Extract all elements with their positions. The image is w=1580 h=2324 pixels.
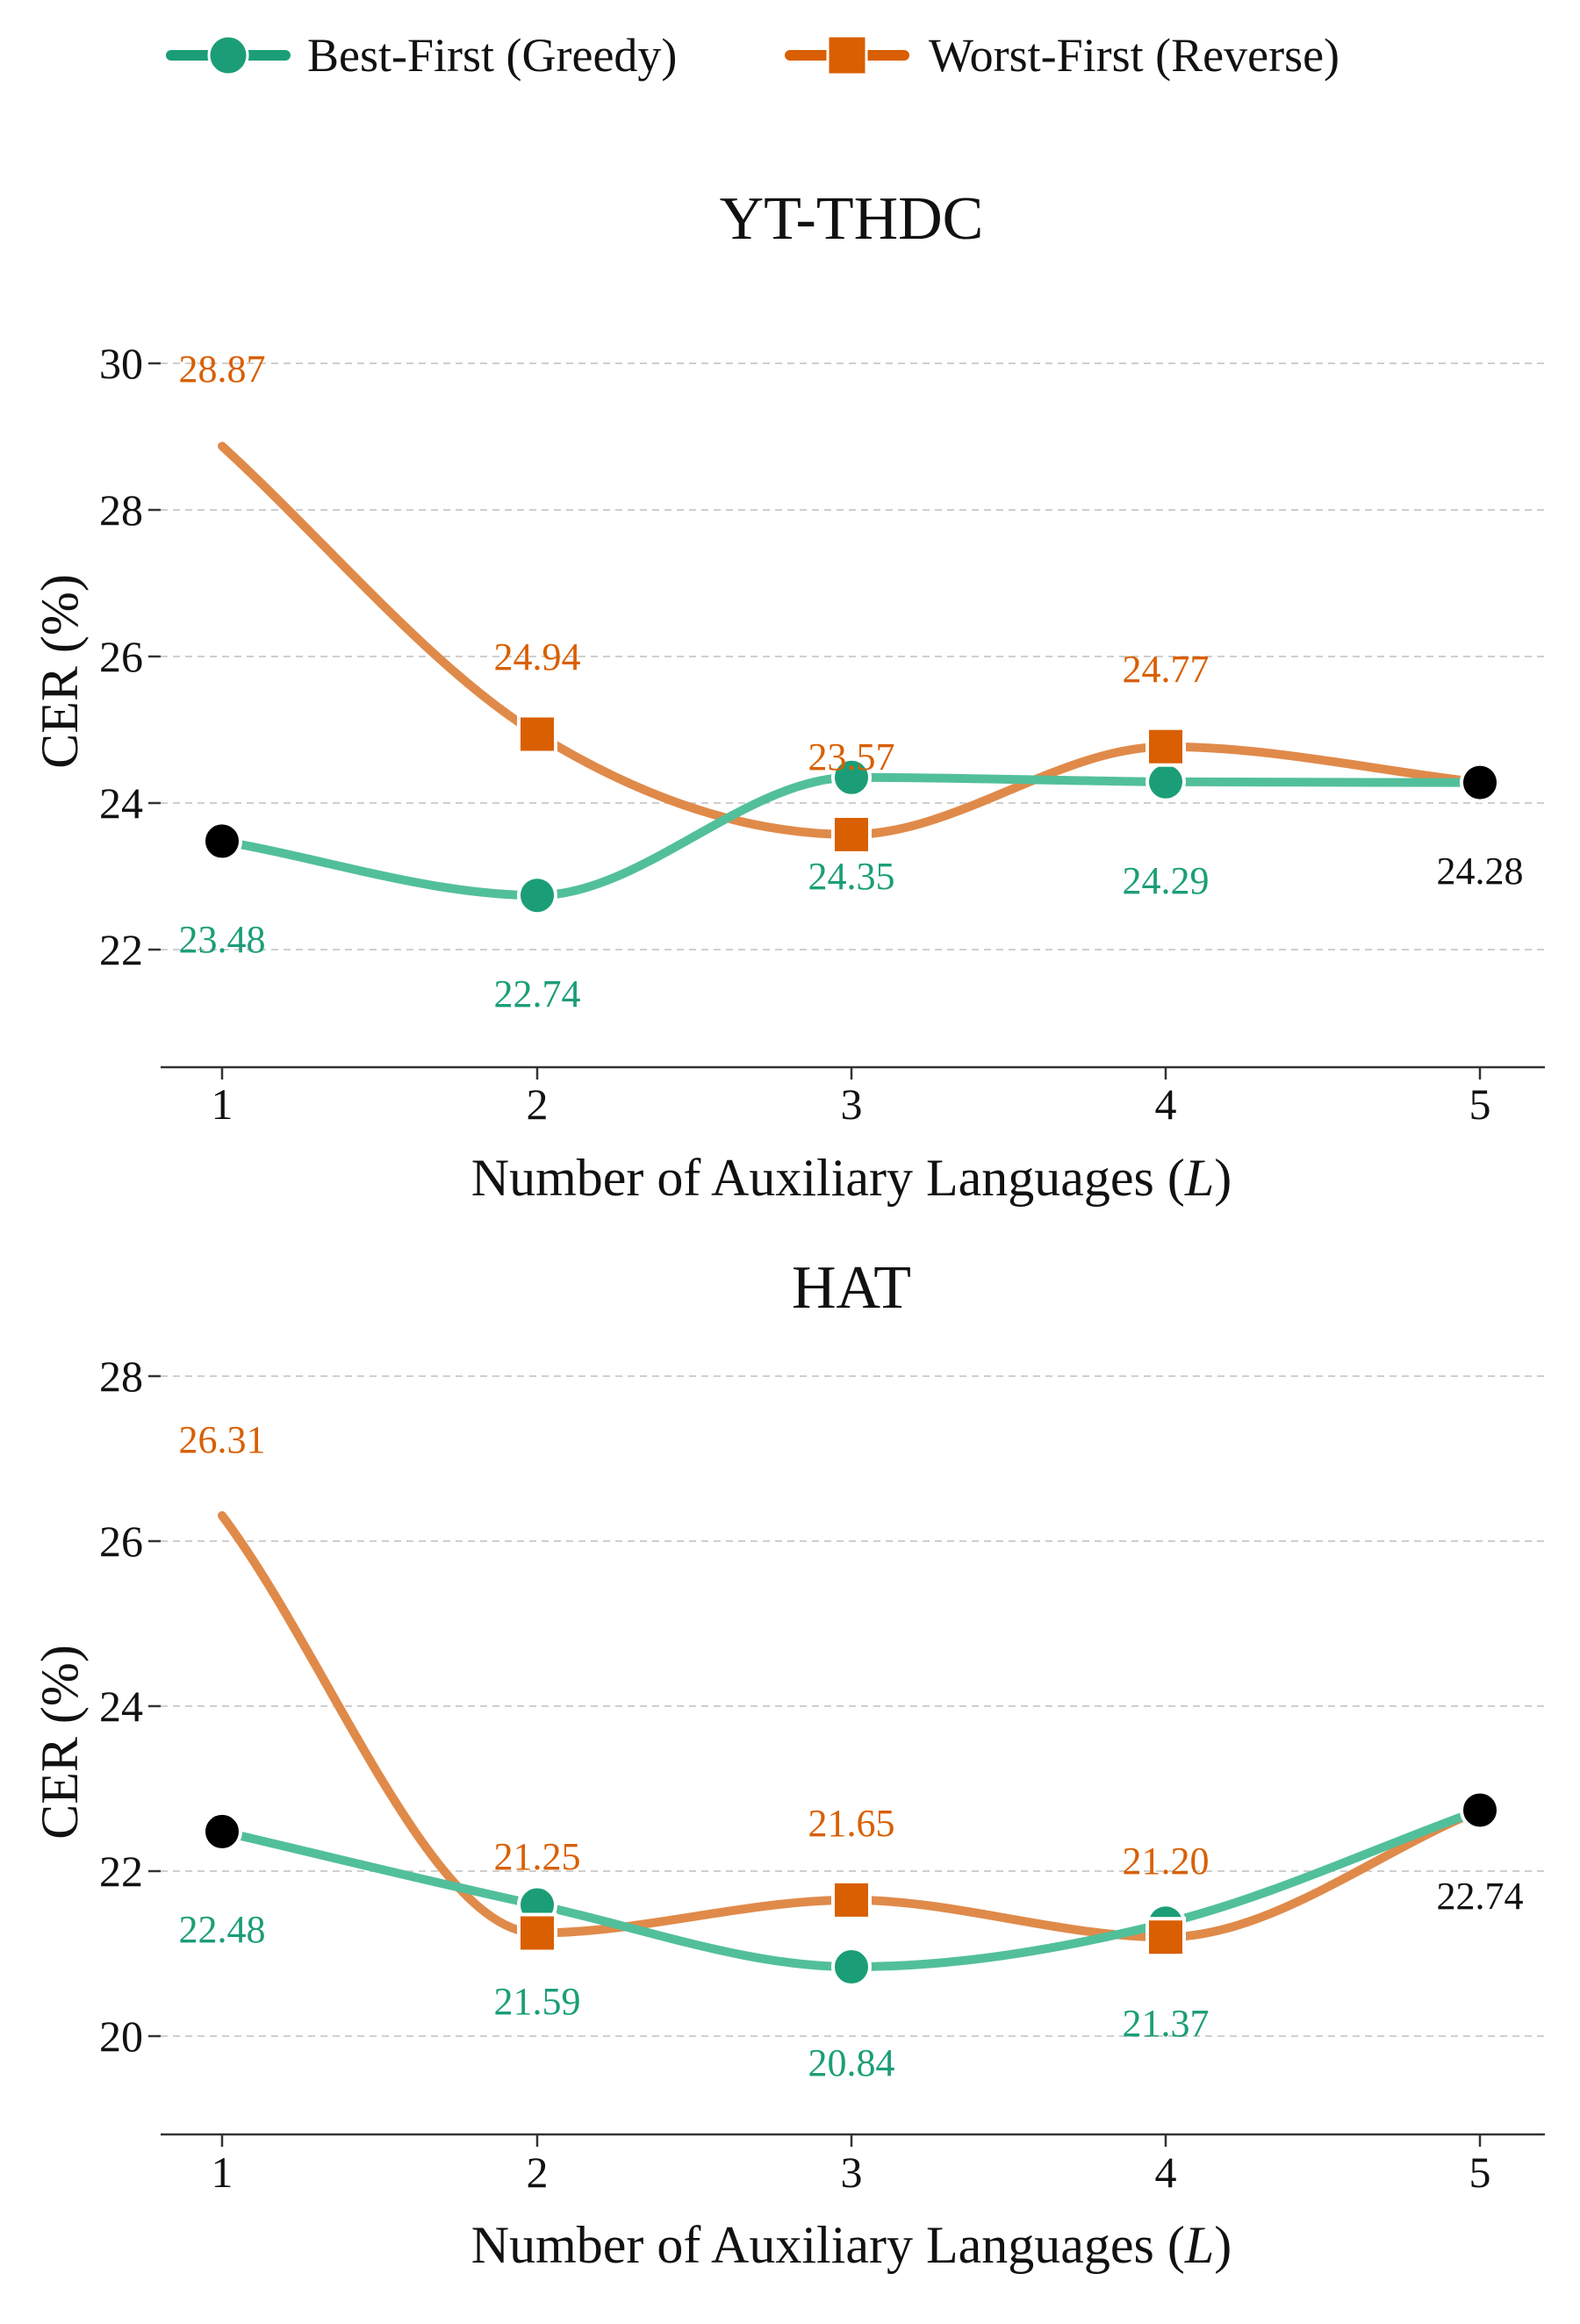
data-label-worst-first-2: 24.94 [494,635,581,678]
point-endpoint-5 [1460,1790,1500,1831]
y-tick-label: 30 [99,339,143,388]
y-tick-label: 24 [99,1682,143,1731]
data-label-best-first-1: 22.48 [179,1908,266,1951]
point-worst-first-3 [831,1879,872,1920]
y-tick-label: 20 [99,2012,143,2061]
series-line-worst-first [218,1510,1484,1942]
x-tick-label: 1 [212,2148,233,2197]
data-label-worst-first-4: 21.20 [1123,1840,1210,1883]
point-endpoint-1 [202,1811,242,1852]
y-tick-label: 28 [99,485,143,534]
data-label-best-first-2: 22.74 [494,972,581,1015]
panel-title: HAT [792,1254,911,1322]
data-label-best-first-2: 21.59 [494,1980,581,2023]
data-label-worst-first-4: 24.77 [1123,648,1210,691]
point-worst-first-2 [517,714,557,755]
x-tick-label: 2 [527,1080,549,1129]
data-label-best-first-1: 23.48 [179,918,266,961]
x-tick-label: 4 [1155,2148,1177,2197]
point-worst-first-2 [517,1912,557,1954]
data-label-worst-first-1: 26.31 [179,1418,266,1461]
x-tick-label: 4 [1155,1080,1177,1129]
data-label-worst-first-3: 23.57 [808,735,895,778]
point-best-first-3 [831,1947,872,1988]
x-axis-title: Number of Auxiliary Languages (L) [471,2216,1232,2274]
panel-hat: HAT 20 22 24 26 28 1 2 3 4 5 Number of Auxiliary La… [31,1254,1545,2274]
point-worst-first-3 [831,814,872,855]
data-label-best-first-3: 20.84 [808,2041,895,2084]
x-axis-title: Number of Auxiliary Languages (L) [471,1149,1232,1207]
point-endpoint-5 [1460,762,1500,803]
point-best-first-3 [831,757,872,798]
data-label-best-first-4: 24.29 [1123,859,1210,902]
y-tick-label: 22 [99,925,143,974]
legend-item-best-first: Best-First (Greedy) [166,29,677,82]
y-axis-title: CER (%) [31,1645,89,1840]
x-tick-label: 3 [841,2148,863,2197]
panel-title: YT-THDC [720,185,984,253]
y-tick-label: 22 [99,1847,143,1896]
point-best-first-2 [517,875,557,916]
data-label-best-first-5: 22.74 [1437,1875,1524,1918]
y-tick-label: 26 [99,632,143,681]
legend: Best-First (Greedy) Worst-First (Reverse) [166,29,1339,82]
legend-label: Worst-First (Reverse) [929,29,1339,82]
data-label-worst-first-3: 21.65 [808,1802,895,1845]
legend-label: Best-First (Greedy) [307,29,677,82]
y-tick-label: 24 [99,778,143,828]
x-tick-label: 5 [1469,2148,1491,2197]
x-tick-label: 2 [527,2148,549,2197]
y-axis-title: CER (%) [31,574,89,769]
data-label-best-first-3: 24.35 [808,855,895,898]
legend-circle-marker [207,34,249,76]
data-label-best-first-4: 21.37 [1123,2002,1210,2045]
x-tick-label: 1 [212,1080,233,1129]
y-tick-label: 26 [99,1517,143,1566]
y-tick-label: 28 [99,1352,143,1401]
point-best-first-4 [1146,761,1186,802]
panel-yt-thdc: YT-THDC 22 24 26 28 30 1 2 3 4 5 Number of Auxiliar… [31,185,1545,1207]
x-tick-label: 5 [1469,1080,1491,1129]
x-tick-label: 3 [841,1080,863,1129]
data-label-worst-first-1: 28.87 [179,348,266,391]
legend-square-marker [826,34,868,76]
point-worst-first-4 [1146,1917,1186,1958]
data-label-worst-first-2: 21.25 [494,1835,581,1878]
legend-item-worst-first: Worst-First (Reverse) [785,29,1339,82]
point-worst-first-4 [1146,726,1186,767]
data-label-best-first-5: 24.28 [1437,850,1524,893]
point-endpoint-1 [202,821,242,862]
